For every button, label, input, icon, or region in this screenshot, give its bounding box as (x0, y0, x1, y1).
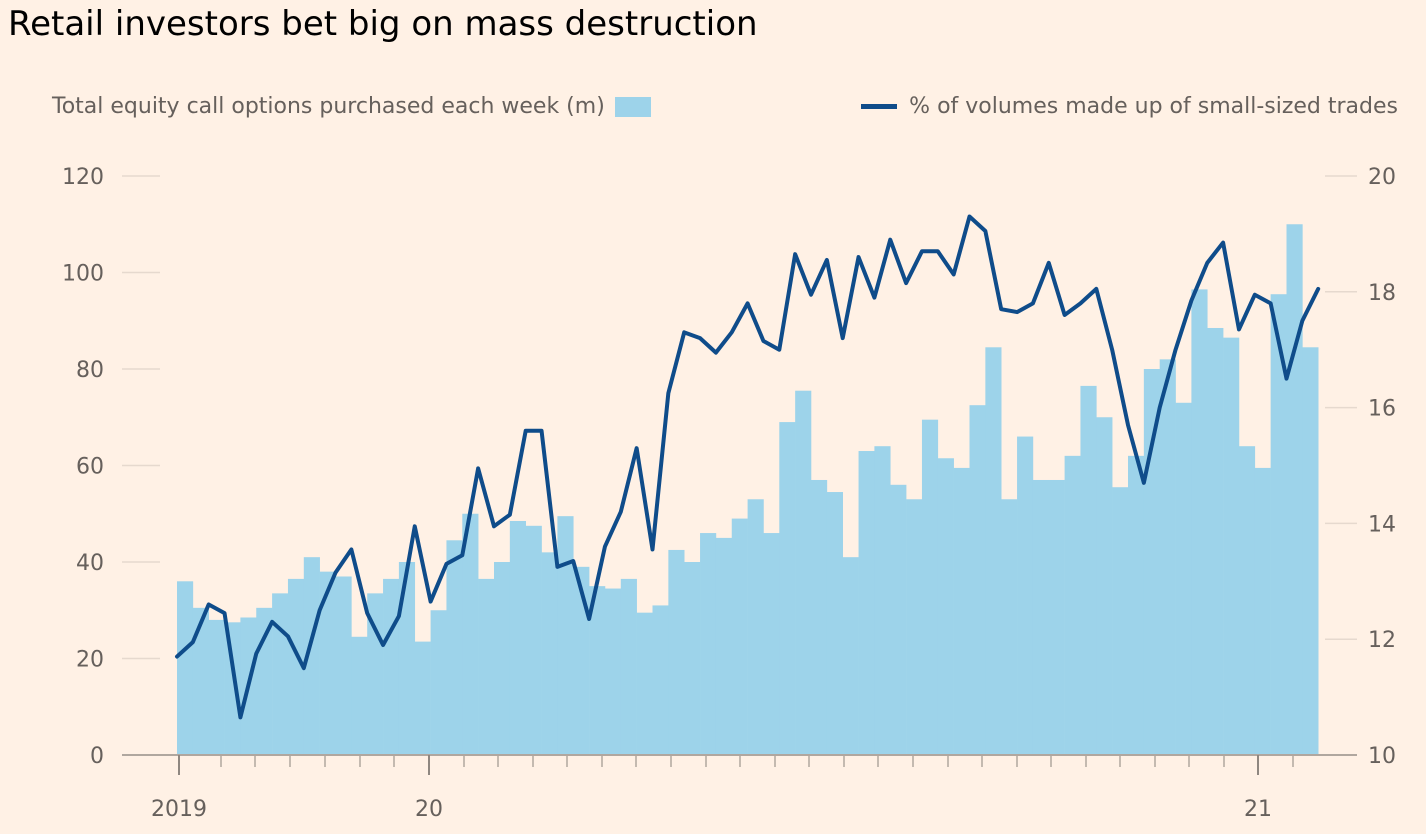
bar (890, 484, 907, 755)
bar (430, 610, 447, 755)
bar (414, 641, 431, 755)
left-axis-tick-label: 40 (76, 551, 104, 576)
bar (731, 518, 748, 755)
bar (351, 636, 368, 755)
bar (1270, 294, 1287, 755)
bar (985, 347, 1002, 755)
bar (272, 593, 289, 755)
chart-title: Retail investors bet big on mass destruc… (8, 4, 758, 44)
bar (1017, 436, 1034, 755)
bar (668, 549, 685, 755)
right-axis-tick-label: 10 (1368, 744, 1396, 769)
bar (1254, 467, 1271, 755)
bar (906, 499, 923, 755)
bar (1080, 385, 1097, 755)
bar-layer (177, 224, 1319, 756)
bar (652, 605, 669, 755)
left-axis-tick-label: 60 (76, 455, 104, 480)
bar (747, 499, 764, 755)
bar (383, 578, 400, 755)
right-axis-tick-label: 16 (1368, 397, 1396, 422)
left-axis-tick-label: 0 (90, 744, 104, 769)
bar (177, 581, 194, 755)
bar (1238, 446, 1256, 755)
bar (1175, 402, 1192, 755)
bar (763, 533, 780, 755)
bar (874, 446, 891, 755)
x-axis-tick-label: 21 (1244, 797, 1272, 822)
bar (1223, 337, 1240, 755)
bar (1302, 347, 1319, 755)
bar (589, 586, 606, 756)
bar (303, 557, 320, 755)
bar (842, 557, 859, 755)
bar (541, 552, 558, 755)
axis-layer: 0 20 40 60 80 100 120 10 12 14 16 18 20 2019 20 21 (62, 165, 1396, 822)
bar (398, 562, 416, 755)
line-layer (175, 214, 1321, 720)
legend-bars-label: Total equity call options purchased each… (52, 94, 605, 119)
bar (684, 562, 701, 755)
legend-line-swatch (861, 104, 898, 109)
bar (1048, 479, 1065, 755)
bar (1207, 327, 1224, 755)
bar (795, 390, 812, 755)
left-axis-tick-label: 120 (62, 165, 104, 190)
bar (969, 405, 986, 755)
left-axis-tick-label: 80 (76, 358, 104, 383)
bar (858, 451, 875, 755)
bar (573, 566, 590, 755)
bar (557, 516, 574, 755)
bar (1112, 487, 1129, 755)
bar (192, 607, 209, 755)
legend-line-label: % of volumes made up of small-sized trad… (909, 94, 1398, 119)
bar (1159, 359, 1176, 755)
bar (525, 525, 542, 755)
bar (335, 576, 352, 755)
bar (1128, 455, 1145, 755)
bar (1191, 289, 1208, 755)
bar (937, 458, 954, 755)
right-axis-tick-label: 12 (1368, 628, 1396, 653)
right-axis-tick-label: 14 (1368, 512, 1396, 537)
bar (1032, 479, 1050, 755)
left-axis-tick-label: 20 (76, 648, 104, 673)
bar (287, 578, 305, 755)
bar (700, 533, 717, 755)
bar (1096, 417, 1113, 755)
bar (1286, 224, 1303, 755)
bar (715, 537, 733, 756)
left-axis-tick-label: 100 (62, 262, 104, 287)
bar (319, 571, 336, 755)
series-line (175, 214, 1321, 720)
bar (478, 578, 495, 755)
bar (620, 578, 637, 755)
bar (462, 513, 479, 755)
right-axis-tick-label: 18 (1368, 281, 1396, 306)
bar (208, 619, 225, 755)
right-axis-tick-label: 20 (1368, 165, 1396, 190)
x-axis-tick-label: 20 (415, 797, 443, 822)
legend-line: % of volumes made up of small-sized trad… (861, 94, 1398, 119)
bar (224, 622, 241, 755)
bar (509, 520, 526, 755)
bar (921, 419, 939, 755)
bar (1001, 499, 1018, 755)
bar (494, 562, 511, 755)
x-axis-tick-label: 2019 (151, 797, 207, 822)
grid-layer (122, 175, 1357, 660)
bar (811, 479, 828, 755)
bar (953, 467, 970, 755)
bar (779, 422, 796, 755)
bar (826, 492, 843, 755)
legend-bars: Total equity call options purchased each… (52, 94, 651, 119)
bar (1064, 455, 1081, 755)
bar (636, 612, 653, 755)
legend-bars-swatch (614, 96, 651, 117)
bar (446, 540, 463, 755)
bar (604, 588, 622, 755)
